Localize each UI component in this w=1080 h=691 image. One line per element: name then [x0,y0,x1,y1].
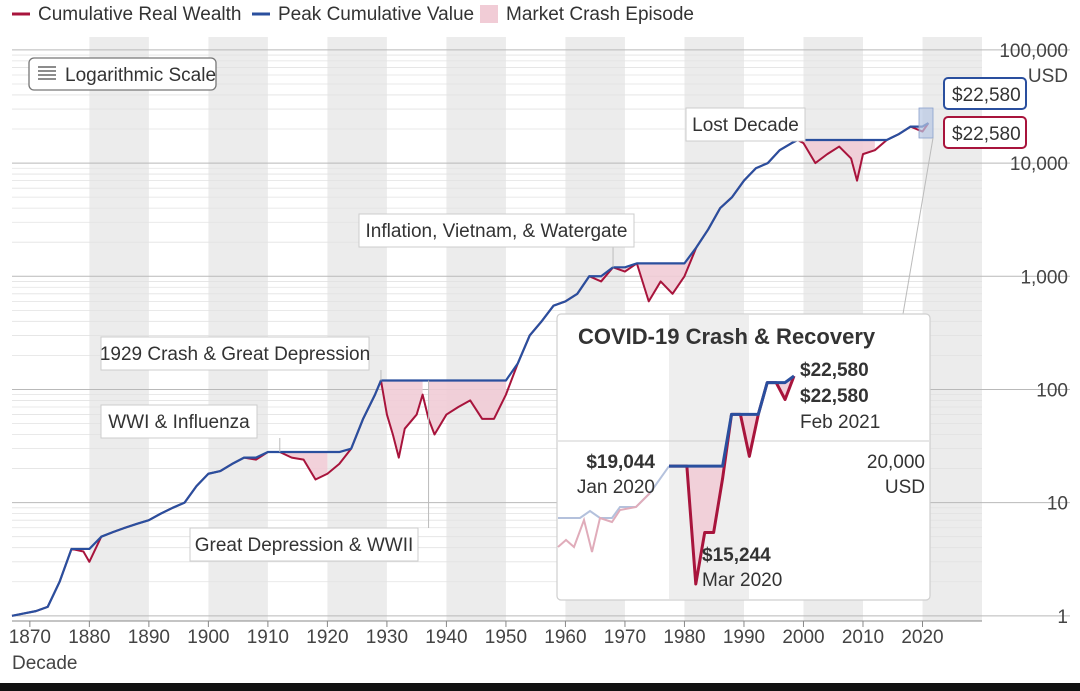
y-tick-label: 1 [1057,607,1068,628]
y-unit-label: USD [1028,66,1068,87]
endpoint-labels: $22,580 $22,580 [918,77,1027,149]
legend-peak-label: Peak Cumulative Value [278,4,474,25]
annotation-box [100,404,258,439]
endpoint-wealth-label: $22,580 [952,124,1021,145]
x-tick-label: 1970 [604,627,646,648]
crash-areas [244,139,875,480]
inset-crash-area [669,376,794,584]
inset-crash-band [669,315,749,599]
bottom-bar [0,683,1080,691]
inset-end-date: Feb 2021 [800,412,880,433]
decade-band-1940 [446,37,506,621]
endpoint-peak-label: $22,580 [952,85,1021,106]
crash-area [244,452,328,480]
x-tick-label: 1920 [306,627,348,648]
y-tick-label: 10 [1047,494,1068,515]
y-tick-label: 100 [1036,380,1068,401]
annotation-label: Lost Decade [692,115,799,136]
inset-series [649,374,796,586]
inset-y-unit: USD [885,477,925,498]
decade-band-1880 [89,37,149,621]
covid-inset: COVID-19 Crash & Recovery 20,000 USD $19… [556,313,931,601]
annotation-label: Inflation, Vietnam, & Watergate [366,221,628,242]
x-tick-label: 2010 [842,627,884,648]
inset-trough-date: Mar 2020 [702,570,782,591]
x-tick-label: 1900 [187,627,229,648]
x-axis-title: Decade [12,653,78,674]
y-tick-label: 100,000 [999,41,1068,62]
log-scale-label: Logarithmic Scale [65,65,216,86]
x-tick-label: 1940 [425,627,467,648]
annotation-box [685,107,806,142]
annotation-label: Great Depression & WWII [195,535,414,556]
annotation-box [189,527,419,562]
annotations: WWI & Influenza 1929 Crash & Great Depres… [100,107,806,562]
legend: Cumulative Real Wealth Peak Cumulative V… [12,4,694,25]
legend-crash-swatch [480,5,498,23]
annotation-label: 1929 Crash & Great Depression [100,344,370,365]
inset-peak-line [669,374,795,468]
x-tick-label: 1950 [485,627,527,648]
inset-faded-history [557,492,651,553]
inset-end-peak-value: $22,580 [800,360,869,381]
inset-start-value: $19,044 [586,452,655,473]
x-tick-label: 2020 [901,627,943,648]
inset-start-date: Jan 2020 [577,477,655,498]
x-tick-label: 1930 [366,627,408,648]
annotation-label: WWI & Influenza [108,412,250,433]
x-tick-label: 2000 [782,627,824,648]
x-tick-label: 1990 [723,627,765,648]
crash-area [380,380,423,458]
crash-area [428,380,506,435]
endpoint-highlight [918,107,934,139]
y-axis: 1 10 100 1,000 10,000 100,000 USD [999,41,1068,628]
decade-band-1920 [327,37,387,621]
x-tick-label: 1960 [544,627,586,648]
x-tick-label: 1880 [68,627,110,648]
series-lines [11,122,930,617]
log-scale-badge: Logarithmic Scale [28,57,217,91]
crash-area [601,247,697,302]
inset-y-tick: 20,000 [867,452,925,473]
decade-band-1900 [208,37,268,621]
x-tick-label: 1870 [9,627,51,648]
inset-title: COVID-19 Crash & Recovery [578,324,876,349]
inset-end-wealth-value: $22,580 [800,386,869,407]
list-icon [38,66,56,80]
y-tick-label: 10,000 [1010,154,1068,175]
x-tick-label: 1910 [247,627,289,648]
inset-trough-value: $15,244 [702,545,771,566]
legend-wealth-label: Cumulative Real Wealth [38,4,241,25]
legend-crash-label: Market Crash Episode [506,4,694,25]
annotation-box [100,336,370,371]
inset-history-link [649,465,670,494]
x-tick-label: 1890 [128,627,170,648]
annotation-box [358,213,635,248]
peak-line [11,122,930,617]
crash-area [803,139,875,181]
inset-connector [902,137,934,315]
x-tick-label: 1980 [663,627,705,648]
x-axis: 1870 1880 1890 1900 1910 1920 1930 1940 1950 1960… [9,620,982,674]
y-tick-label: 1,000 [1020,267,1068,288]
